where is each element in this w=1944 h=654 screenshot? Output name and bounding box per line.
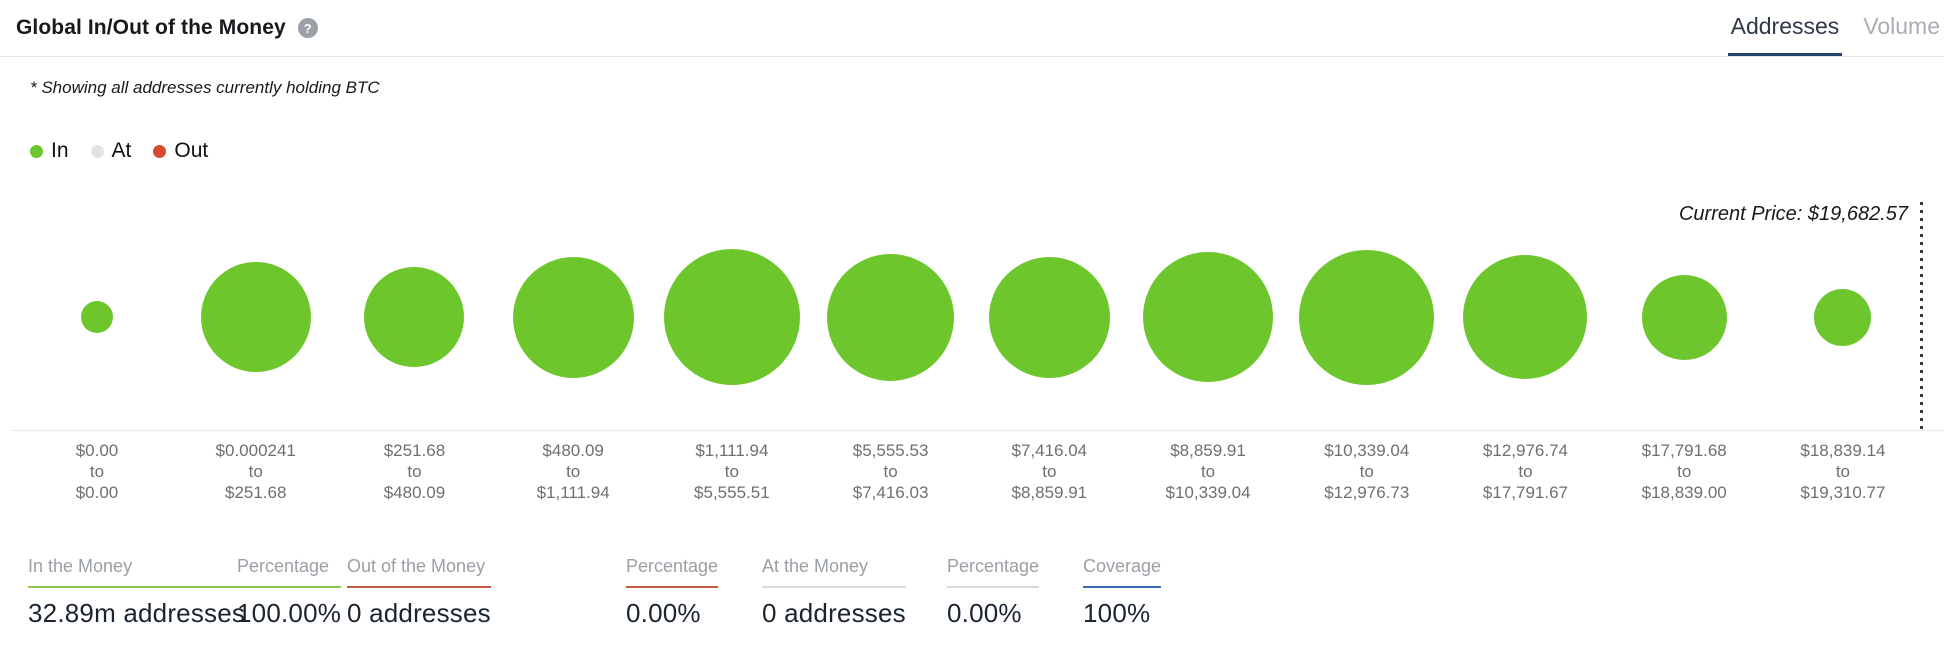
tick-separator: to bbox=[1042, 462, 1057, 481]
tick-range-end: $19,310.77 bbox=[1800, 483, 1886, 502]
bubble-2[interactable] bbox=[200, 262, 311, 372]
tick-separator: to bbox=[248, 462, 263, 481]
stat-coverage: Coverage 100% bbox=[1083, 556, 1162, 628]
x-axis-tick: $18,839.14 to $19,310.77 bbox=[1763, 440, 1923, 503]
tick-range-end: $12,976.73 bbox=[1324, 483, 1410, 502]
tab-volume[interactable]: Volume bbox=[1863, 13, 1940, 39]
tick-range-start: $18,839.14 bbox=[1800, 441, 1886, 460]
tick-range-end: $251.68 bbox=[224, 483, 287, 502]
tick-separator: to bbox=[1518, 462, 1533, 481]
x-axis-tick: $8,859.91 to $10,339.04 bbox=[1128, 440, 1288, 503]
tick-range-start: $0.00 bbox=[75, 441, 119, 460]
tick-separator: to bbox=[1359, 462, 1374, 481]
x-axis-tick: $17,791.68 to $18,839.00 bbox=[1604, 440, 1764, 503]
x-axis-tick: $1,111.94 to $5,555.51 bbox=[652, 440, 812, 503]
legend-item-in: In bbox=[30, 139, 69, 163]
bubble-10[interactable] bbox=[1463, 255, 1588, 379]
tick-range-end: $7,416.03 bbox=[852, 483, 929, 502]
bubble-9[interactable] bbox=[1299, 249, 1435, 385]
tick-range-start: $5,555.53 bbox=[852, 441, 929, 460]
tick-range-start: $7,416.04 bbox=[1011, 441, 1088, 460]
title-wrap: Global In/Out of the Money ? bbox=[0, 0, 318, 56]
bubble-7[interactable] bbox=[988, 256, 1110, 378]
tick-separator: to bbox=[89, 462, 105, 481]
bubble-3[interactable] bbox=[364, 267, 465, 367]
tick-separator: to bbox=[566, 462, 581, 481]
bubble-6[interactable] bbox=[827, 253, 955, 381]
tick-range-end: $18,839.00 bbox=[1641, 483, 1727, 502]
x-axis-tick: $10,339.04 to $12,976.73 bbox=[1287, 440, 1447, 503]
legend: In At Out bbox=[30, 139, 208, 163]
stat-at-the-money: At the Money 0 addresses bbox=[762, 556, 906, 628]
x-axis-tick: $12,976.74 to $17,791.67 bbox=[1445, 440, 1605, 503]
stat-percentage: Percentage 0.00% bbox=[626, 556, 719, 628]
stat-percentage: Percentage 100.00% bbox=[237, 556, 342, 628]
chart-note: * Showing all addresses currently holdin… bbox=[30, 78, 380, 97]
tab-bar: Addresses Volume bbox=[1727, 0, 1944, 56]
legend-item-at: At bbox=[90, 139, 131, 163]
tick-range-end: $8,859.91 bbox=[1011, 483, 1088, 502]
tick-range-start: $251.68 bbox=[383, 441, 446, 460]
tick-range-end: $5,555.51 bbox=[694, 483, 770, 502]
legend-dot-icon bbox=[30, 144, 43, 158]
x-axis-tick: $0.00 to $0.00 bbox=[17, 440, 177, 503]
legend-item-out: Out bbox=[153, 139, 208, 163]
tick-separator: to bbox=[1835, 462, 1850, 481]
x-axis-line bbox=[12, 430, 1944, 431]
legend-dot-icon bbox=[90, 144, 104, 158]
help-icon[interactable]: ? bbox=[297, 18, 318, 38]
tick-range-start: $0.000241 bbox=[215, 441, 296, 460]
x-axis-tick: $0.000241 to $251.68 bbox=[176, 440, 336, 503]
stat-out-of-the-money: Out of the Money 0 addresses bbox=[347, 556, 491, 628]
panel-header: Global In/Out of the Money ? Addresses V… bbox=[0, 0, 1944, 57]
bubble-5[interactable] bbox=[663, 249, 800, 385]
tick-separator: to bbox=[724, 462, 739, 481]
stat-percentage: Percentage 0.00% bbox=[947, 556, 1040, 628]
tick-range-end: $0.00 bbox=[75, 483, 119, 502]
tick-range-start: $8,859.91 bbox=[1170, 441, 1246, 460]
tick-range-start: $1,111.94 bbox=[695, 441, 769, 460]
x-axis-tick: $480.09 to $1,111.94 bbox=[493, 440, 653, 503]
legend-dot-icon bbox=[153, 144, 167, 158]
current-price-line-icon bbox=[1920, 202, 1923, 432]
tick-separator: to bbox=[1200, 462, 1216, 481]
tick-range-start: $480.09 bbox=[542, 441, 604, 460]
tick-range-end: $10,339.04 bbox=[1165, 483, 1251, 502]
bubble-4[interactable] bbox=[512, 256, 634, 378]
tick-separator: to bbox=[1677, 462, 1692, 481]
stat-in-the-money: In the Money 32.89m addresses bbox=[28, 556, 246, 628]
bubble-11[interactable] bbox=[1641, 274, 1727, 360]
x-axis-tick: $7,416.04 to $8,859.91 bbox=[969, 440, 1129, 503]
tab-addresses[interactable]: Addresses bbox=[1727, 0, 1843, 56]
bubble-8[interactable] bbox=[1143, 252, 1274, 382]
tick-separator: to bbox=[407, 462, 422, 481]
bubble-12[interactable] bbox=[1814, 288, 1872, 346]
page-title: Global In/Out of the Money bbox=[16, 16, 286, 39]
x-axis-tick: $5,555.53 to $7,416.03 bbox=[811, 440, 971, 503]
x-axis-tick: $251.68 to $480.09 bbox=[334, 440, 494, 503]
tick-range-start: $12,976.74 bbox=[1482, 441, 1569, 460]
tick-range-end: $1,111.94 bbox=[536, 483, 610, 502]
current-price-label: Current Price: $19,682.57 bbox=[1678, 203, 1908, 225]
tick-range-end: $480.09 bbox=[383, 483, 446, 502]
bubble-1[interactable] bbox=[81, 301, 113, 333]
tick-separator: to bbox=[883, 462, 898, 481]
tick-range-start: $10,339.04 bbox=[1324, 441, 1410, 460]
tick-range-end: $17,791.67 bbox=[1482, 483, 1569, 502]
tick-range-start: $17,791.68 bbox=[1641, 441, 1727, 460]
